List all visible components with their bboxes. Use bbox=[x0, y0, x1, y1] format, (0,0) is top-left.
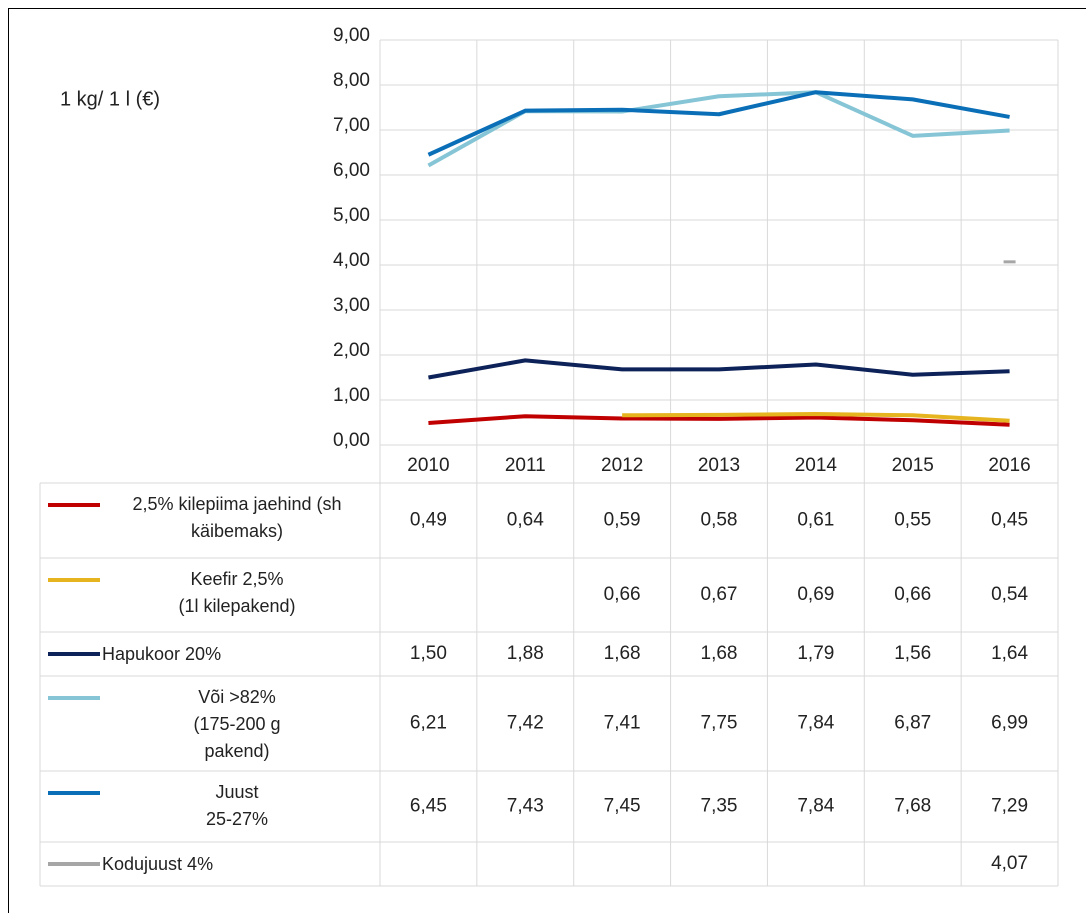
legend-label: 2,5% kilepiima jaehind (sh käibemaks) bbox=[132, 494, 342, 541]
y-tick-label: 4,00 bbox=[333, 250, 370, 271]
table-value: 1,68 bbox=[604, 643, 641, 664]
y-tick-label: 6,00 bbox=[333, 160, 370, 181]
y-tick-label: 1,00 bbox=[333, 385, 370, 406]
table-value: 7,42 bbox=[507, 713, 544, 734]
x-tick-label: 2011 bbox=[505, 455, 546, 476]
table-value: 1,79 bbox=[797, 643, 834, 664]
table-value: 0,69 bbox=[797, 584, 834, 605]
table-value: 0,49 bbox=[410, 510, 447, 531]
x-tick-label: 2013 bbox=[698, 455, 740, 476]
table-value: 0,54 bbox=[991, 584, 1028, 605]
series-line bbox=[428, 358, 1010, 380]
table-value: 1,88 bbox=[507, 643, 544, 664]
y-axis-label: 1 kg/ 1 l (€) bbox=[60, 88, 160, 110]
table-value: 1,64 bbox=[991, 643, 1028, 664]
table-value: 1,56 bbox=[894, 643, 931, 664]
table-value: 7,29 bbox=[991, 796, 1028, 817]
table-value: 1,68 bbox=[701, 643, 738, 664]
table-value: 6,45 bbox=[410, 796, 447, 817]
table-value: 7,68 bbox=[894, 796, 931, 817]
table-value: 0,58 bbox=[701, 510, 738, 531]
series-line bbox=[428, 414, 1010, 427]
table-value: 0,64 bbox=[507, 510, 544, 531]
table-value: 6,87 bbox=[894, 713, 931, 734]
y-tick-label: 9,00 bbox=[333, 25, 370, 46]
legend-label: Juust 25-27% bbox=[205, 782, 269, 829]
table-value: 7,84 bbox=[797, 796, 834, 817]
y-tick-label: 8,00 bbox=[333, 70, 370, 91]
x-tick-label: 2012 bbox=[601, 455, 643, 476]
table-value: 0,61 bbox=[797, 510, 834, 531]
legend-label: Keefir 2,5% (1l kilepakend) bbox=[178, 569, 296, 616]
y-tick-label: 5,00 bbox=[333, 205, 370, 226]
table-value: 4,07 bbox=[991, 853, 1028, 874]
table-value: 7,84 bbox=[797, 713, 834, 734]
y-tick-label: 2,00 bbox=[333, 340, 370, 361]
table-value: 0,66 bbox=[894, 584, 931, 605]
table-value: 0,66 bbox=[604, 584, 641, 605]
table-value: 0,45 bbox=[991, 510, 1028, 531]
series-line bbox=[427, 90, 1010, 157]
y-tick-label: 0,00 bbox=[333, 430, 370, 451]
table-value: 0,67 bbox=[701, 584, 738, 605]
table-value: 7,45 bbox=[604, 796, 641, 817]
x-tick-label: 2014 bbox=[795, 455, 838, 476]
x-tick-label: 2016 bbox=[988, 455, 1030, 476]
table-value: 0,55 bbox=[894, 510, 931, 531]
legend-label: Või >82% (175-200 g pakend) bbox=[193, 687, 281, 761]
y-tick-label: 3,00 bbox=[333, 295, 370, 316]
table-value: 6,21 bbox=[410, 713, 447, 734]
series-line bbox=[622, 411, 1010, 423]
legend-label: Kodujuust 4% bbox=[102, 853, 214, 874]
table-value: 7,75 bbox=[701, 713, 738, 734]
x-tick-label: 2015 bbox=[892, 455, 934, 476]
table-value: 7,35 bbox=[701, 796, 738, 817]
table-value: 7,41 bbox=[604, 713, 641, 734]
table-value: 1,50 bbox=[410, 643, 447, 664]
legend-label: Hapukoor 20% bbox=[102, 643, 222, 664]
y-tick-label: 7,00 bbox=[333, 115, 370, 136]
chart-border bbox=[8, 8, 1086, 913]
table-value: 7,43 bbox=[507, 796, 544, 817]
table-value: 6,99 bbox=[991, 713, 1028, 734]
x-tick-label: 2010 bbox=[407, 455, 449, 476]
table-value: 0,59 bbox=[604, 510, 641, 531]
series-line bbox=[427, 90, 1010, 168]
